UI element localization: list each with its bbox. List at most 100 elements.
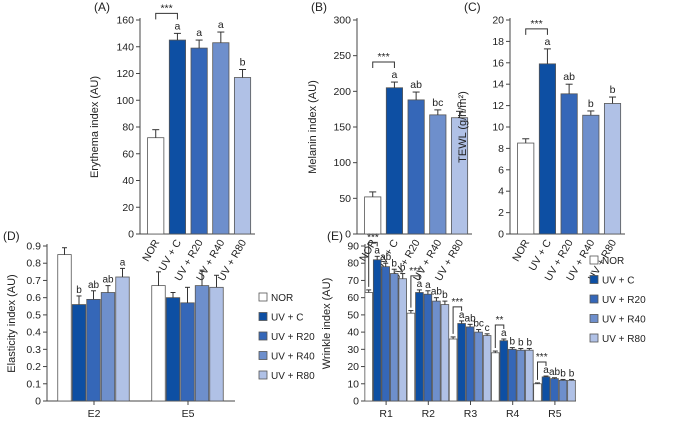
bar xyxy=(194,285,210,402)
x-tick-label: R4 xyxy=(506,408,520,420)
bar xyxy=(389,273,399,402)
significance-letter: a xyxy=(196,27,202,39)
x-tick-label: R1 xyxy=(379,408,393,420)
bar xyxy=(180,302,195,402)
y-tick-label: 0 xyxy=(128,229,134,241)
bar xyxy=(364,196,382,235)
bar xyxy=(168,39,186,235)
y-axis-title: Erythema index (AU) xyxy=(89,76,101,178)
legend-label: NOR xyxy=(271,293,293,304)
significance-letter: b xyxy=(400,263,406,274)
significance-letter: c xyxy=(485,323,490,334)
significance-letter: bc xyxy=(432,97,443,109)
significance-bracket xyxy=(155,12,178,20)
significance-stars: *** xyxy=(160,2,172,14)
legend-label: UV + R20 xyxy=(271,332,315,343)
significance-letter: a xyxy=(374,245,380,256)
legend-label: UV + C xyxy=(602,276,635,287)
y-tick-label: 200 xyxy=(333,86,351,98)
bar xyxy=(465,326,475,402)
y-tick-label: 18 xyxy=(492,36,504,48)
significance-letter: b xyxy=(610,84,616,96)
significance-letter: a xyxy=(543,365,549,376)
significance-stars: *** xyxy=(536,352,548,363)
y-axis-title: TEWL (g/h/m²) xyxy=(457,91,469,163)
bar xyxy=(233,77,252,235)
bar xyxy=(560,93,578,235)
y-tick-label: 0 xyxy=(35,396,41,408)
y-tick-label: 14 xyxy=(492,79,504,91)
legend-swatch xyxy=(258,331,268,341)
bar xyxy=(508,348,517,402)
panel-label: (E) xyxy=(327,229,343,243)
legend-swatch xyxy=(258,370,268,380)
x-tick-label: R2 xyxy=(422,408,436,420)
significance-letter: a xyxy=(425,280,431,291)
significance-letter: b xyxy=(518,337,524,348)
chart-panel-d: 0 0.1 0.2 0.3 0.4 0.5 0.6 0.7 0.8 0.9 (D) Elasticit… xyxy=(3,229,315,420)
bar xyxy=(398,278,407,402)
y-axis-title: Elasticity index (AU) xyxy=(6,274,18,372)
significance-letter: bc xyxy=(473,319,484,330)
y-tick-label: 140 xyxy=(116,41,134,53)
bar xyxy=(567,379,576,402)
bar xyxy=(440,304,450,402)
significance-letter: b xyxy=(588,98,594,110)
bar xyxy=(541,376,551,402)
significance-letter: a xyxy=(218,19,224,31)
y-tick-label: 60 xyxy=(122,148,134,160)
legend-label: UV + R40 xyxy=(271,352,315,363)
bar xyxy=(550,378,559,402)
legend-swatch xyxy=(589,294,599,304)
significance-letter: ab xyxy=(102,275,114,286)
y-tick-label: 80 xyxy=(122,122,134,134)
bar xyxy=(86,298,101,402)
y-tick-label: 0.7 xyxy=(26,275,41,287)
y-tick-label: 20 xyxy=(492,15,504,27)
y-tick-label: 40 xyxy=(347,327,359,339)
y-tick-label: 100 xyxy=(333,157,351,169)
bar xyxy=(517,142,535,235)
y-tick-label: 20 xyxy=(122,202,134,214)
significance-bracket xyxy=(372,61,395,69)
y-tick-label: 0 xyxy=(353,396,359,408)
bar xyxy=(582,114,600,235)
bar xyxy=(100,292,116,402)
y-tick-label: 50 xyxy=(347,309,359,321)
legend-swatch xyxy=(589,314,599,323)
significance-bracket xyxy=(452,306,463,334)
legend-label: UV + R80 xyxy=(602,334,646,345)
y-tick-label: 300 xyxy=(333,15,351,27)
y-tick-label: 50 xyxy=(339,193,351,205)
chart-panel-a: 0 20 40 60 80 100 120 140 160 (A) Erythema index (… xyxy=(89,0,255,283)
bar xyxy=(147,137,165,235)
y-tick-label: 12 xyxy=(492,100,504,112)
legend-swatch xyxy=(589,333,599,343)
y-tick-label: 8 xyxy=(498,143,504,155)
bar xyxy=(385,87,403,235)
y-tick-label: 40 xyxy=(122,175,134,187)
significance-bracket xyxy=(410,275,420,308)
x-tick-label: E5 xyxy=(182,408,195,420)
bar xyxy=(151,285,166,402)
bar xyxy=(432,300,441,402)
y-tick-label: 70 xyxy=(347,275,359,287)
significance-letter: b xyxy=(569,368,575,379)
significance-letter: a xyxy=(392,69,398,81)
y-tick-label: 160 xyxy=(116,15,134,27)
significance-stars: *** xyxy=(452,297,464,308)
chart-panel-e: 0 10 20 30 40 50 60 70 80 90 (E) Wrinkle index (AU)… xyxy=(321,229,646,420)
y-tick-label: 10 xyxy=(347,378,359,390)
significance-letter: a xyxy=(175,20,181,32)
significance-letter: a xyxy=(459,310,465,321)
bar xyxy=(499,340,509,402)
significance-letter: a xyxy=(545,36,551,48)
x-tick-label: R5 xyxy=(548,408,562,420)
legend-label: UV + R80 xyxy=(271,371,315,382)
y-tick-label: 30 xyxy=(347,344,359,356)
bar xyxy=(603,103,622,235)
bar xyxy=(474,331,483,402)
significance-letter: b xyxy=(510,337,516,348)
y-tick-label: 150 xyxy=(333,122,351,134)
